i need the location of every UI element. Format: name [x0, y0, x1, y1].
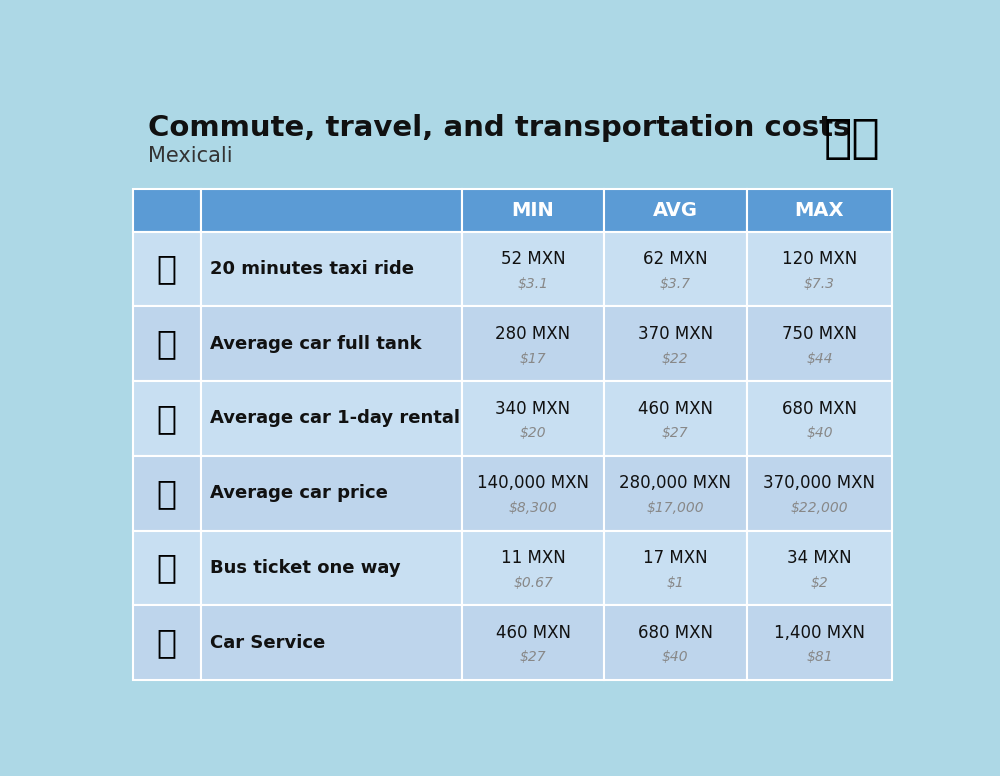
Text: $20: $20 — [520, 426, 546, 441]
FancyBboxPatch shape — [604, 381, 747, 456]
FancyBboxPatch shape — [462, 189, 604, 232]
Text: 370,000 MXN: 370,000 MXN — [763, 474, 875, 493]
Text: 20 minutes taxi ride: 20 minutes taxi ride — [210, 260, 414, 278]
Text: $3.1: $3.1 — [518, 277, 549, 291]
Text: ⛽: ⛽ — [157, 327, 177, 360]
Text: 280 MXN: 280 MXN — [495, 325, 571, 343]
FancyBboxPatch shape — [133, 605, 201, 680]
FancyBboxPatch shape — [747, 381, 892, 456]
Text: 140,000 MXN: 140,000 MXN — [477, 474, 589, 493]
FancyBboxPatch shape — [133, 189, 201, 232]
FancyBboxPatch shape — [201, 189, 462, 232]
FancyBboxPatch shape — [604, 307, 747, 381]
Text: 🚌: 🚌 — [157, 552, 177, 584]
Text: 120 MXN: 120 MXN — [782, 251, 857, 268]
Text: $44: $44 — [806, 352, 833, 365]
Text: MAX: MAX — [795, 201, 844, 220]
Text: 460 MXN: 460 MXN — [638, 400, 713, 417]
Text: 680 MXN: 680 MXN — [782, 400, 857, 417]
FancyBboxPatch shape — [604, 456, 747, 531]
Text: $27: $27 — [662, 426, 689, 441]
FancyBboxPatch shape — [133, 381, 201, 456]
Text: $40: $40 — [662, 650, 689, 664]
Text: 340 MXN: 340 MXN — [495, 400, 571, 417]
FancyBboxPatch shape — [462, 531, 604, 605]
Text: 🇲🇽: 🇲🇽 — [824, 117, 881, 162]
Text: $27: $27 — [520, 650, 546, 664]
FancyBboxPatch shape — [201, 381, 462, 456]
Text: $22: $22 — [662, 352, 689, 365]
Text: Commute, travel, and transportation costs: Commute, travel, and transportation cost… — [148, 114, 851, 142]
Text: 🚙: 🚙 — [157, 402, 177, 435]
Text: MIN: MIN — [512, 201, 554, 220]
FancyBboxPatch shape — [747, 605, 892, 680]
FancyBboxPatch shape — [201, 531, 462, 605]
Text: 🚖: 🚖 — [157, 253, 177, 286]
Text: 750 MXN: 750 MXN — [782, 325, 857, 343]
Text: 460 MXN: 460 MXN — [496, 624, 571, 642]
FancyBboxPatch shape — [133, 232, 201, 307]
Text: Car Service: Car Service — [210, 633, 326, 652]
FancyBboxPatch shape — [462, 605, 604, 680]
FancyBboxPatch shape — [462, 232, 604, 307]
FancyBboxPatch shape — [133, 456, 201, 531]
Text: $40: $40 — [806, 426, 833, 441]
Text: $3.7: $3.7 — [660, 277, 691, 291]
Text: $17: $17 — [520, 352, 546, 365]
Text: 370 MXN: 370 MXN — [638, 325, 713, 343]
Text: 17 MXN: 17 MXN — [643, 549, 708, 567]
Text: 🚗: 🚗 — [157, 626, 177, 659]
FancyBboxPatch shape — [201, 456, 462, 531]
Text: $81: $81 — [806, 650, 833, 664]
Text: 🚗: 🚗 — [157, 476, 177, 510]
Text: Average car full tank: Average car full tank — [210, 334, 422, 353]
Text: 52 MXN: 52 MXN — [501, 251, 565, 268]
Text: 280,000 MXN: 280,000 MXN — [619, 474, 731, 493]
Text: $1: $1 — [666, 576, 684, 590]
FancyBboxPatch shape — [747, 531, 892, 605]
FancyBboxPatch shape — [747, 307, 892, 381]
FancyBboxPatch shape — [604, 531, 747, 605]
FancyBboxPatch shape — [604, 189, 747, 232]
Text: $7.3: $7.3 — [804, 277, 835, 291]
Text: 62 MXN: 62 MXN — [643, 251, 708, 268]
Text: 680 MXN: 680 MXN — [638, 624, 713, 642]
FancyBboxPatch shape — [201, 605, 462, 680]
FancyBboxPatch shape — [201, 307, 462, 381]
FancyBboxPatch shape — [201, 232, 462, 307]
Text: 34 MXN: 34 MXN — [787, 549, 852, 567]
FancyBboxPatch shape — [462, 307, 604, 381]
Text: $8,300: $8,300 — [509, 501, 557, 515]
Text: $2: $2 — [811, 576, 828, 590]
FancyBboxPatch shape — [747, 456, 892, 531]
Text: AVG: AVG — [653, 201, 698, 220]
Text: Bus ticket one way: Bus ticket one way — [210, 559, 401, 577]
FancyBboxPatch shape — [604, 232, 747, 307]
Text: Mexicali: Mexicali — [148, 146, 233, 166]
FancyBboxPatch shape — [133, 531, 201, 605]
FancyBboxPatch shape — [133, 307, 201, 381]
FancyBboxPatch shape — [604, 605, 747, 680]
Text: 11 MXN: 11 MXN — [501, 549, 565, 567]
FancyBboxPatch shape — [462, 381, 604, 456]
Text: $17,000: $17,000 — [646, 501, 704, 515]
Text: Average car price: Average car price — [210, 484, 388, 502]
FancyBboxPatch shape — [747, 232, 892, 307]
Text: 1,400 MXN: 1,400 MXN — [774, 624, 865, 642]
Text: Average car 1-day rental: Average car 1-day rental — [210, 410, 460, 428]
FancyBboxPatch shape — [462, 456, 604, 531]
Text: $22,000: $22,000 — [791, 501, 848, 515]
FancyBboxPatch shape — [747, 189, 892, 232]
Text: $0.67: $0.67 — [513, 576, 553, 590]
